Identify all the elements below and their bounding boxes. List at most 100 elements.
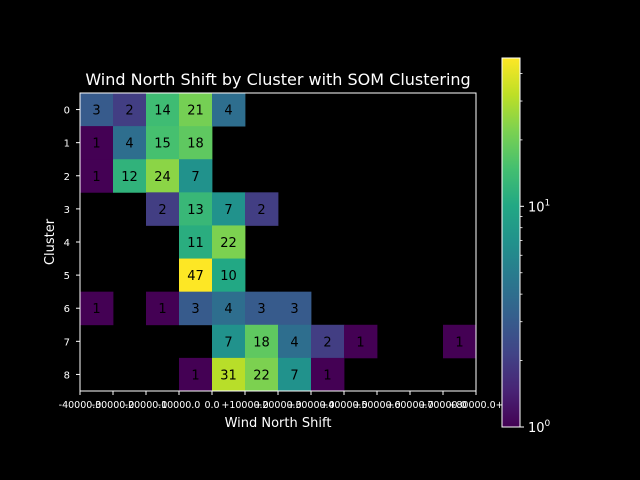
cell-value-label: 3 — [290, 302, 298, 317]
y-tick-label: 5 — [64, 271, 70, 282]
x-axis-ticks: -40000.0-30000.0-20000.0-10000.0 0.0 +1000… — [59, 391, 504, 411]
y-tick-label: 1 — [64, 139, 70, 150]
cell-value-label: 7 — [224, 335, 232, 350]
cell-value-label: 31 — [220, 368, 237, 383]
cell-value-label: 1 — [158, 302, 166, 317]
heatmap-cell — [212, 357, 246, 392]
heatmap-cell — [245, 192, 279, 226]
heatmap-cell — [311, 324, 345, 359]
cell-value-label: 1 — [92, 170, 100, 185]
cell-value-label: 4 — [224, 104, 232, 119]
x-tick-label: +30000.0 — [287, 400, 334, 411]
heatmap-cell — [146, 159, 180, 193]
heatmap-cell — [278, 357, 312, 392]
y-tick-label: 4 — [64, 238, 70, 249]
heatmap-cell — [113, 126, 147, 160]
y-tick-label: 3 — [64, 205, 70, 216]
heatmap-cell — [212, 225, 246, 259]
cell-value-label: 7 — [290, 368, 298, 383]
heatmap-cell — [179, 225, 213, 259]
colorbar-tick-label: 100 — [528, 419, 551, 436]
x-tick-label: -10000.0 — [158, 400, 201, 411]
x-tick-label: -20000.0 — [125, 400, 168, 411]
y-tick-label: 0 — [64, 106, 70, 117]
heatmap-cell — [146, 93, 180, 127]
cell-value-label: 18 — [187, 137, 204, 152]
cell-value-label: 18 — [253, 335, 270, 350]
cell-value-label: 21 — [187, 104, 204, 119]
cell-value-label: 7 — [191, 170, 199, 185]
heatmap-cell — [113, 159, 147, 193]
cell-value-label: 14 — [154, 104, 171, 119]
x-tick-label: 0.0 — [204, 400, 219, 411]
cell-value-label: 1 — [323, 368, 331, 383]
colorbar-ticks: 100 101 — [520, 73, 551, 436]
heatmap-cell — [179, 357, 213, 392]
cell-value-label: 22 — [220, 236, 237, 251]
cell-value-label: 2 — [257, 203, 265, 218]
cell-value-label: 3 — [92, 104, 100, 119]
cell-value-label: 2 — [158, 203, 166, 218]
x-tick-label: +10000.0 — [221, 400, 268, 411]
heatmap-cell — [146, 291, 180, 326]
cell-value-label: 12 — [121, 170, 138, 185]
y-tick-label: 7 — [64, 337, 70, 348]
cell-value-label: 13 — [187, 203, 204, 218]
cell-value-label: 1 — [92, 302, 100, 317]
x-tick-label: -40000.0 — [59, 400, 102, 411]
heatmap-cell — [146, 126, 180, 160]
heatmap-cell — [245, 357, 279, 392]
cell-value-label: 3 — [257, 302, 265, 317]
cell-value-label: 1 — [455, 335, 463, 350]
heatmap-cell — [179, 291, 213, 326]
heatmap-cell — [278, 324, 312, 359]
heatmap-cell — [80, 291, 114, 326]
cell-value-label: 4 — [224, 302, 232, 317]
cell-value-label: 11 — [187, 236, 204, 251]
cell-value-label: 1 — [191, 368, 199, 383]
x-tick-label: -30000.0 — [92, 400, 135, 411]
x-tick-label: +50000.0 — [353, 400, 400, 411]
y-axis-label: Cluster — [43, 218, 58, 265]
heatmap-cell — [278, 291, 312, 326]
heatmap-cell — [113, 93, 147, 127]
cell-value-label: 1 — [92, 137, 100, 152]
cell-value-label: 15 — [154, 137, 171, 152]
heatmap-cell — [344, 324, 378, 359]
cell-value-label: 4 — [125, 137, 133, 152]
heatmap-cell — [311, 357, 345, 392]
cell-value-label: 4 — [290, 335, 298, 350]
heatmap-cell — [245, 324, 279, 359]
heatmap-cell — [212, 192, 246, 226]
heatmap-cell — [245, 291, 279, 326]
cell-value-label: 10 — [220, 269, 237, 284]
colorbar-tick-label: 101 — [528, 198, 550, 215]
heatmap-cell — [179, 192, 213, 226]
heatmap-cell — [179, 93, 213, 127]
colorbar — [502, 58, 520, 427]
x-tick-label: +70000.0 — [419, 400, 466, 411]
chart-title: Wind North Shift by Cluster with SOM Clu… — [85, 70, 470, 89]
heatmap-cell — [80, 159, 114, 193]
heatmap-cell — [146, 192, 180, 226]
heatmap-cell — [212, 93, 246, 127]
cell-value-label: 1 — [356, 335, 364, 350]
x-tick-label: +40000.0 — [320, 400, 367, 411]
x-axis-label: Wind North Shift — [225, 416, 332, 431]
cell-value-label: 24 — [154, 170, 171, 185]
y-tick-label: 6 — [64, 304, 70, 315]
cell-value-label: 2 — [125, 104, 133, 119]
y-tick-label: 8 — [64, 370, 70, 381]
y-axis-ticks: 0 1 2 3 4 5 6 7 8 — [64, 106, 80, 381]
y-tick-label: 2 — [64, 172, 70, 183]
colorbar-frame — [501, 57, 521, 428]
heatmap-cell — [212, 258, 246, 293]
x-tick-label: +80000.0+ — [448, 400, 503, 411]
heatmap-cell — [179, 258, 213, 293]
heatmap-cell — [179, 159, 213, 193]
heatmap-cell — [212, 324, 246, 359]
cell-value-label: 2 — [323, 335, 331, 350]
x-tick-label: +60000.0 — [386, 400, 433, 411]
